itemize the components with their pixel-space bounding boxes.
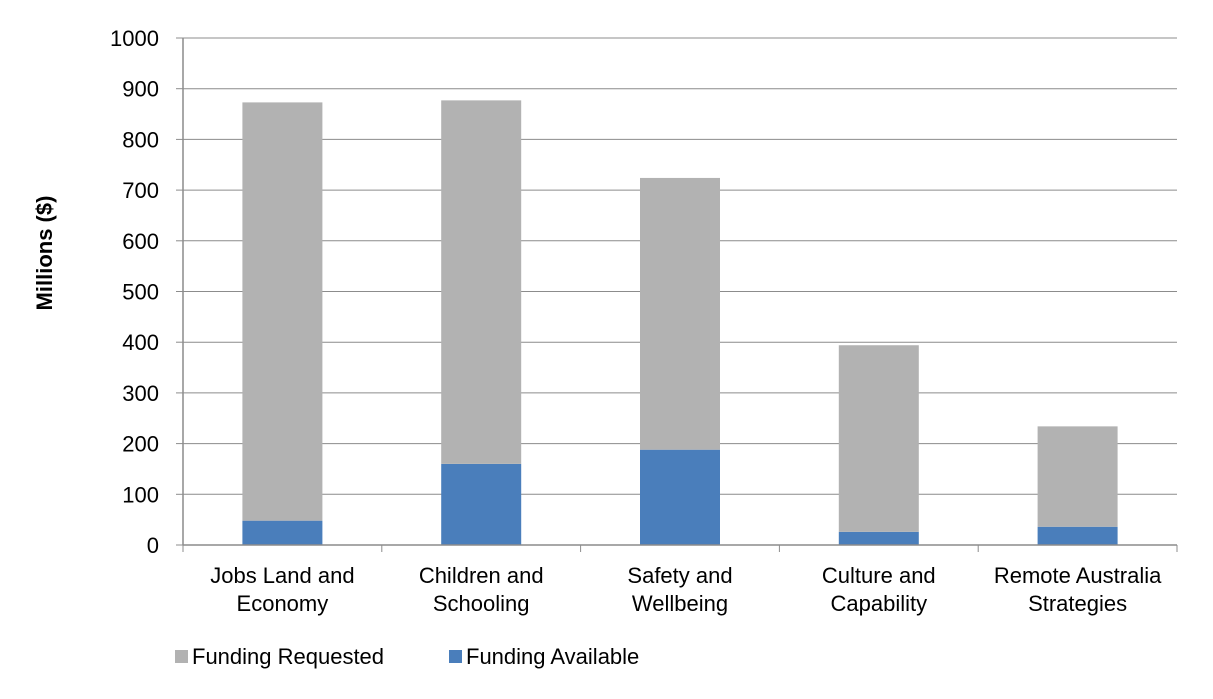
bar-funding-requested — [838, 345, 919, 532]
legend: Funding Requested Funding Available — [175, 644, 639, 669]
bar-funding-requested — [441, 100, 522, 464]
bars — [242, 100, 1118, 545]
bar-funding-requested — [242, 102, 323, 521]
y-tick-label: 700 — [122, 178, 159, 203]
y-tick-label: 400 — [122, 330, 159, 355]
bar-funding-available — [242, 520, 323, 545]
y-tick-label: 300 — [122, 381, 159, 406]
bar-funding-available — [640, 449, 720, 545]
category-label: Jobs Land and — [210, 563, 354, 588]
legend-label: Funding Available — [466, 644, 639, 669]
y-tick-label: 0 — [147, 533, 159, 558]
y-tick-label: 1000 — [110, 26, 159, 51]
y-tick-label: 800 — [122, 127, 159, 152]
category-label: Children and — [419, 563, 544, 588]
category-label: Economy — [237, 591, 329, 616]
bar-funding-requested — [1037, 426, 1118, 527]
category-label: Schooling — [433, 591, 530, 616]
y-tick-label: 100 — [122, 482, 159, 507]
bar-funding-available — [1037, 526, 1118, 545]
category-label: Culture and — [822, 563, 936, 588]
y-tick-label: 900 — [122, 77, 159, 102]
category-label: Wellbeing — [632, 591, 728, 616]
category-label: Remote Australia — [994, 563, 1162, 588]
y-tick-label: 200 — [122, 432, 159, 457]
y-tick-label: 600 — [122, 229, 159, 254]
legend-swatch — [449, 650, 462, 663]
legend-label: Funding Requested — [192, 644, 384, 669]
category-label: Capability — [830, 591, 927, 616]
bar-funding-available — [441, 463, 522, 545]
bar-funding-available — [838, 531, 919, 545]
legend-swatch — [175, 650, 188, 663]
bar-funding-requested — [640, 177, 720, 450]
y-axis-label: Millions ($) — [32, 196, 57, 311]
y-tick-labels: 0 100 200 300 400 500 600 700 800 900 1000 — [110, 26, 159, 558]
x-category-labels: Jobs Land and Economy Children and Schoolin… — [210, 563, 1162, 616]
category-label: Safety and — [627, 563, 732, 588]
axes — [176, 37, 1178, 552]
category-label: Strategies — [1028, 591, 1127, 616]
y-tick-label: 500 — [122, 280, 159, 305]
